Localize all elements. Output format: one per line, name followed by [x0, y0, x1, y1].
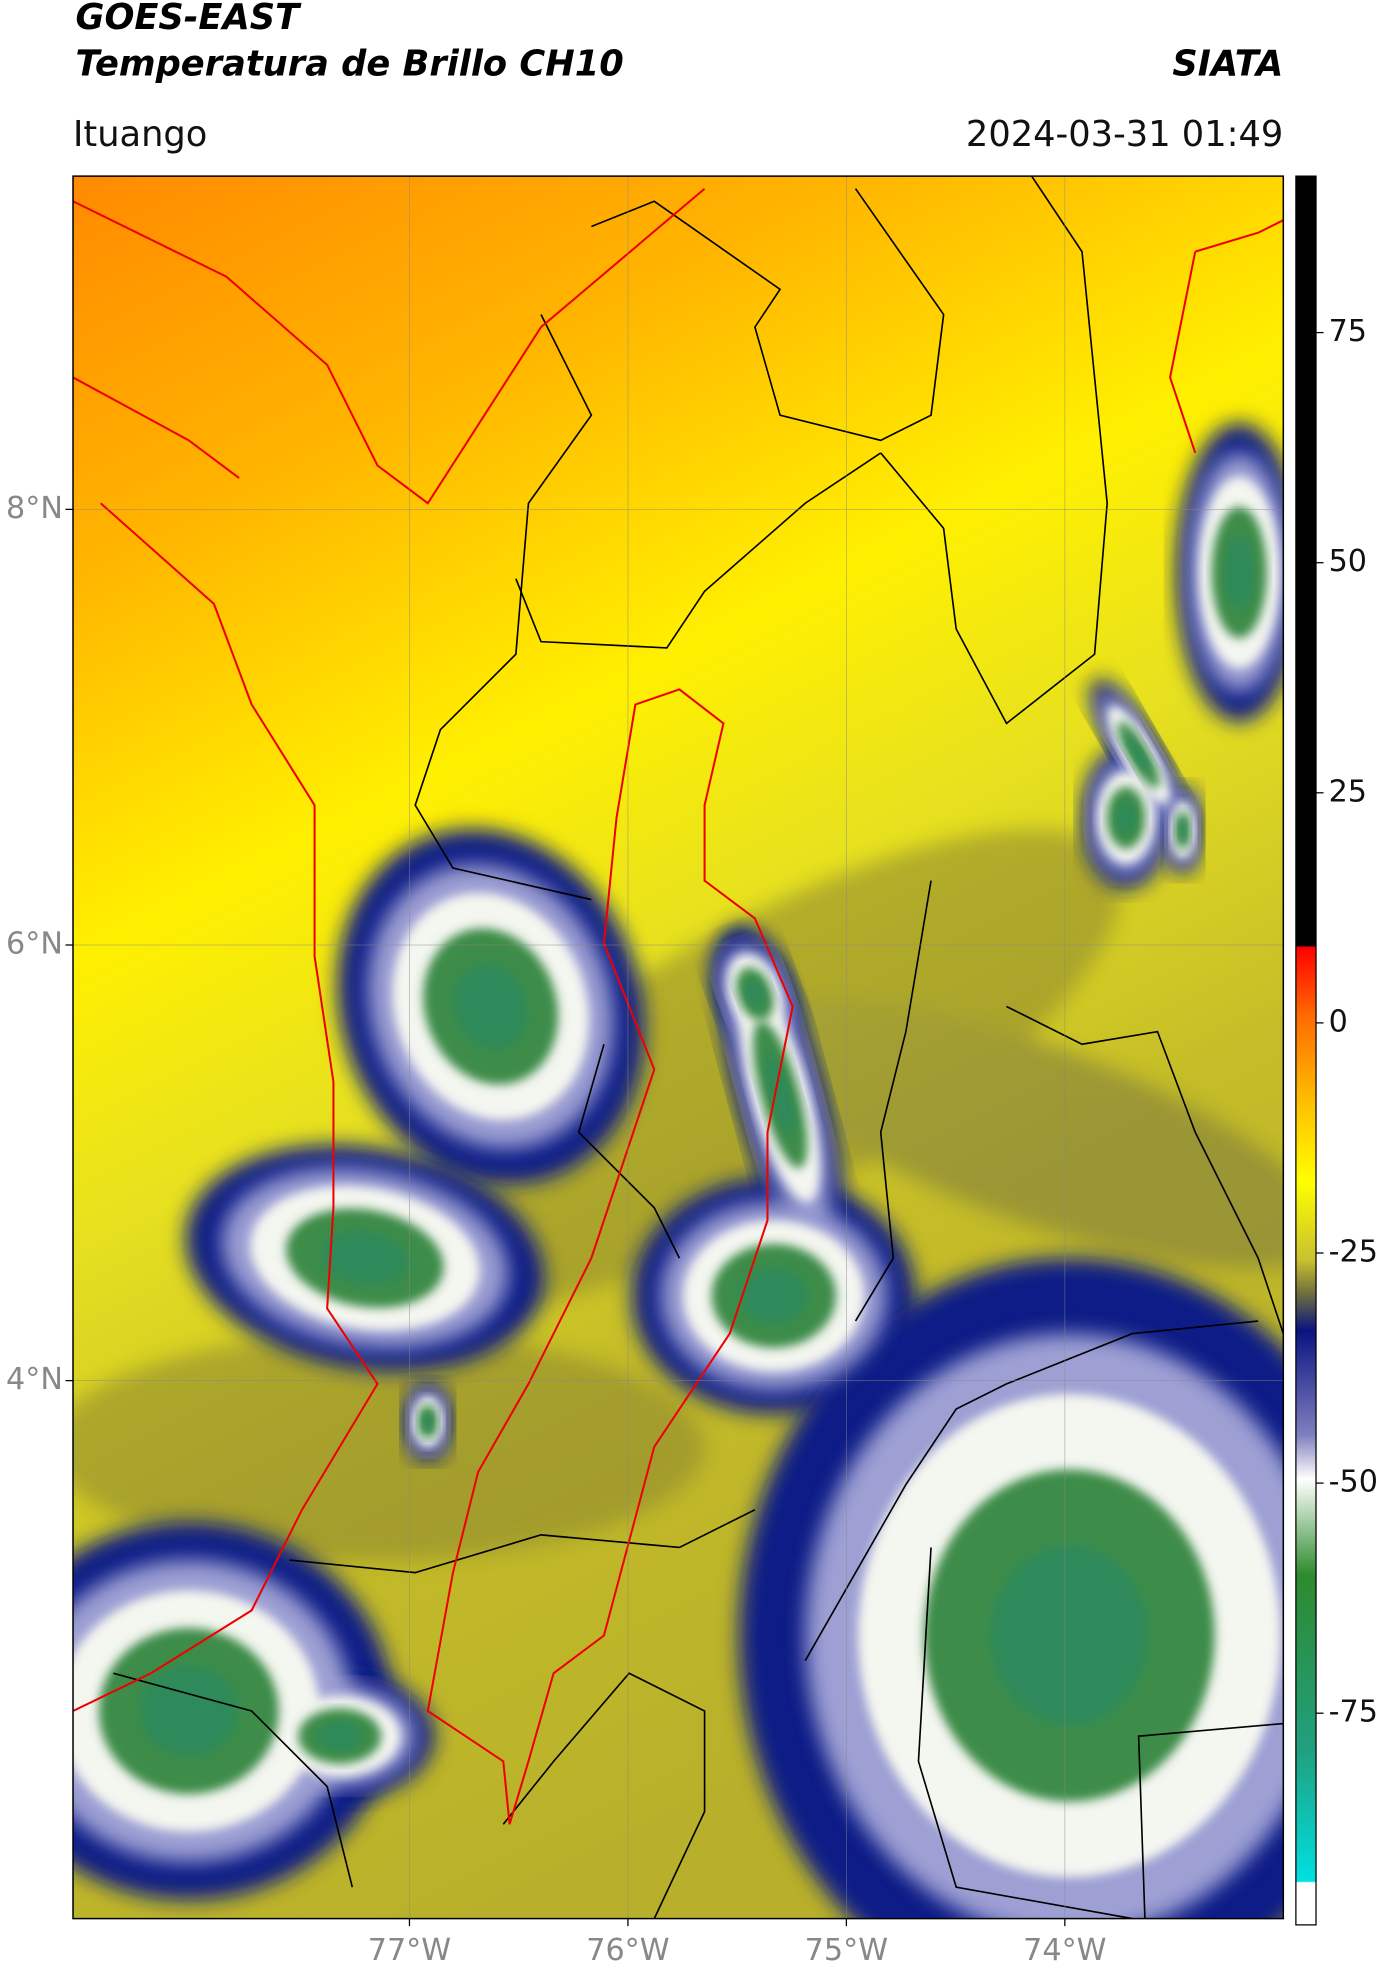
- cloud: [317, 1721, 363, 1752]
- lat-label: 4°N: [6, 1362, 63, 1397]
- cloud: [1115, 800, 1137, 835]
- colorbar-label: 75: [1329, 314, 1367, 349]
- title: GOES-EAST: [76, 0, 303, 38]
- cloud: [321, 1231, 408, 1286]
- colorbar-label: 25: [1329, 774, 1367, 809]
- cloud: [1224, 536, 1255, 609]
- colorbar-label: -25: [1329, 1234, 1378, 1269]
- map-frame: [72, 175, 1285, 1920]
- datetime: 2024-03-31 01:49: [966, 114, 1283, 155]
- cloud: [744, 979, 766, 1009]
- colorbar-label: -50: [1329, 1465, 1378, 1500]
- colorbar: [1295, 175, 1317, 1926]
- region: Ituango: [73, 114, 207, 155]
- colorbar-label: -75: [1329, 1695, 1378, 1730]
- cloud: [990, 1544, 1149, 1727]
- cloud: [765, 1054, 795, 1135]
- cloud: [453, 963, 528, 1050]
- source: SIATA: [1172, 43, 1283, 84]
- cloud: [739, 1267, 808, 1325]
- cloud: [139, 1665, 238, 1757]
- cloud: [1178, 819, 1188, 841]
- lon-label: 74°W: [1023, 1933, 1106, 1968]
- cloud: [422, 1412, 434, 1432]
- lat-label: 8°N: [6, 491, 63, 526]
- subtitle: Temperatura de Brillo CH10: [76, 43, 624, 84]
- lon-label: 75°W: [805, 1933, 888, 1968]
- lon-label: 76°W: [586, 1933, 669, 1968]
- map-image: [73, 176, 1284, 1919]
- colorbar-label: 50: [1329, 544, 1367, 579]
- colorbar-label: 0: [1329, 1004, 1348, 1039]
- cloud: [1127, 736, 1151, 774]
- lat-label: 6°N: [6, 926, 63, 961]
- lon-label: 77°W: [368, 1933, 451, 1968]
